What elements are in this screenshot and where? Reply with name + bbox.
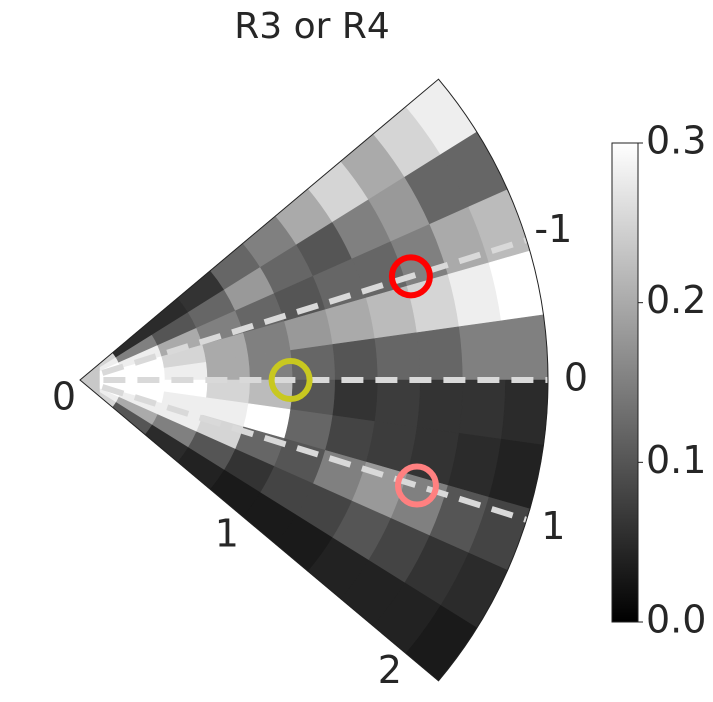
marker-circle [394, 463, 439, 508]
r-tick-label: 2 [378, 648, 402, 692]
colorbar [611, 142, 639, 623]
heat-cell [500, 314, 549, 381]
theta-tick-label: -1 [534, 207, 572, 251]
colorbar-tick-label: 0.3 [646, 119, 706, 163]
grid-line [101, 237, 528, 376]
heat-cell [458, 379, 506, 440]
colorbar-tick-label: 0.1 [646, 438, 706, 482]
theta-tick-label: 1 [541, 504, 565, 548]
sector-outline [79, 78, 549, 682]
colorbar-tick-label: 0.2 [646, 278, 706, 322]
heat-cell [416, 326, 464, 381]
r-tick-label: 1 [215, 511, 239, 555]
heat-cell [374, 379, 421, 428]
r-tick-label: 0 [52, 375, 76, 419]
heat-cell [332, 379, 379, 422]
heat-cell [332, 338, 379, 381]
marker-circle [388, 254, 433, 299]
heat-cell [374, 332, 421, 381]
marker-circle [268, 358, 313, 402]
heat-cell [416, 379, 464, 434]
grid-line [101, 384, 528, 523]
chart-title: R3 or R4 [234, 6, 390, 47]
colorbar-tick-label: 0.0 [646, 598, 706, 642]
heat-cell [458, 320, 506, 381]
theta-tick-label: 0 [564, 356, 588, 400]
heat-cell [500, 379, 549, 446]
origin-wedge [80, 363, 100, 397]
